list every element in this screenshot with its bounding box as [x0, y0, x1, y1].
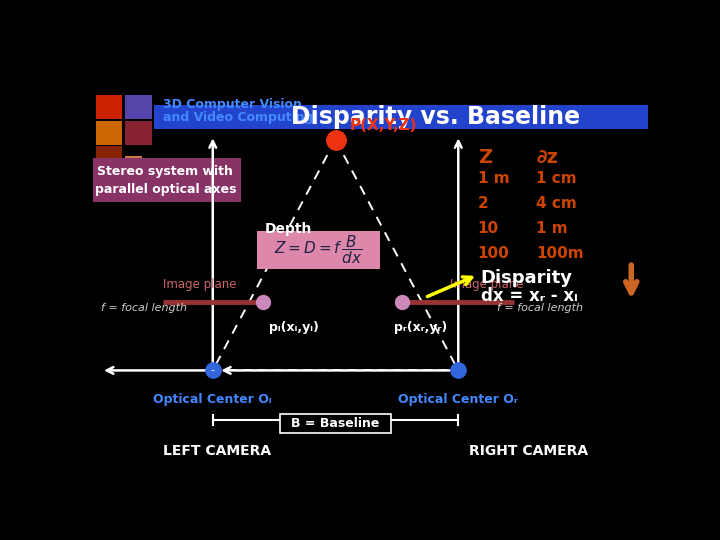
Text: Stereo system with
parallel optical axes: Stereo system with parallel optical axes — [94, 165, 236, 196]
Bar — [125, 156, 142, 171]
Text: 3D Computer Vision: 3D Computer Vision — [163, 98, 302, 111]
Bar — [96, 146, 122, 171]
Bar — [93, 158, 240, 202]
Text: Disparity vs. Baseline: Disparity vs. Baseline — [292, 105, 580, 129]
Text: f = focal length: f = focal length — [498, 303, 583, 313]
Text: f = focal length: f = focal length — [101, 303, 187, 313]
Text: P(X,Y,Z): P(X,Y,Z) — [349, 118, 417, 133]
Bar — [125, 120, 152, 145]
Text: Depth: Depth — [264, 222, 312, 236]
Text: 100: 100 — [478, 246, 510, 261]
Text: 4 cm: 4 cm — [536, 196, 577, 211]
Bar — [154, 105, 648, 129]
Text: B = Baseline: B = Baseline — [292, 417, 379, 430]
Text: Optical Center Oₗ: Optical Center Oₗ — [153, 393, 272, 406]
Text: Image plane: Image plane — [163, 279, 236, 292]
Text: pₗ(xₗ,yₗ): pₗ(xₗ,yₗ) — [269, 321, 318, 334]
Text: Z: Z — [478, 148, 492, 167]
Text: dx = xᵣ - xₗ: dx = xᵣ - xₗ — [481, 287, 577, 305]
Bar — [279, 415, 392, 433]
Bar — [258, 231, 380, 268]
Bar — [96, 94, 122, 119]
Text: 1 m: 1 m — [478, 171, 510, 186]
Text: ∂z: ∂z — [536, 148, 558, 167]
Text: 10: 10 — [478, 221, 499, 236]
Text: 1 cm: 1 cm — [536, 171, 577, 186]
Text: Disparity: Disparity — [481, 268, 572, 287]
Text: 1 m: 1 m — [536, 221, 568, 236]
Text: RIGHT CAMERA: RIGHT CAMERA — [469, 444, 588, 458]
Text: Image plane: Image plane — [450, 279, 523, 292]
Text: 2: 2 — [478, 196, 489, 211]
Text: 100m: 100m — [536, 246, 584, 261]
Text: -: - — [211, 366, 215, 375]
Bar — [125, 94, 152, 119]
Text: and Video Computing: and Video Computing — [163, 111, 313, 124]
Text: LEFT CAMERA: LEFT CAMERA — [163, 444, 271, 458]
Text: pᵣ(xᵣ,yᵣ): pᵣ(xᵣ,yᵣ) — [394, 321, 447, 334]
Text: $Z = D = f\,\dfrac{B}{dx}$: $Z = D = f\,\dfrac{B}{dx}$ — [274, 233, 363, 266]
Bar — [96, 120, 122, 145]
Text: Optical Center Oᵣ: Optical Center Oᵣ — [398, 393, 518, 406]
